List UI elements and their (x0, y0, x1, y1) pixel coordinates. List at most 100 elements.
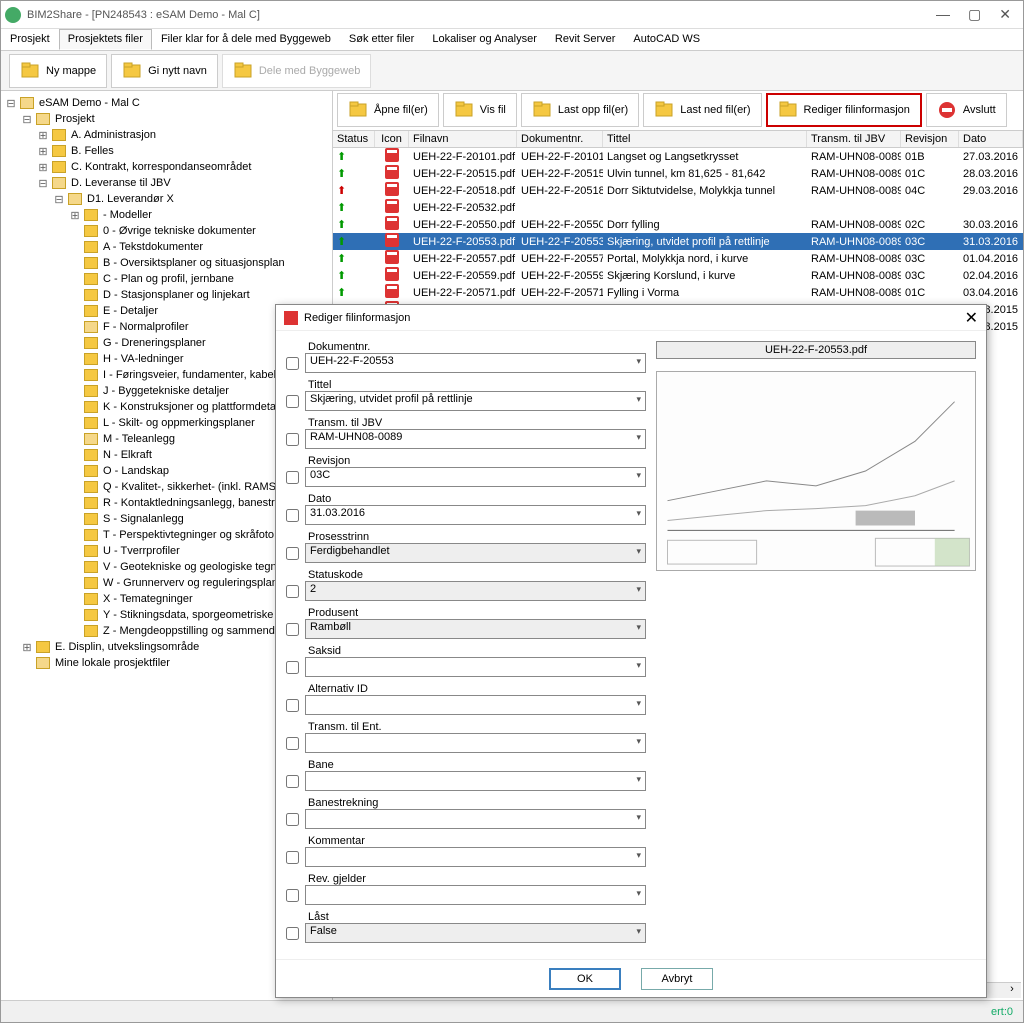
col-dato[interactable]: Dato (959, 131, 1023, 147)
field-checkbox[interactable] (286, 699, 299, 712)
field-checkbox[interactable] (286, 357, 299, 370)
expand-icon[interactable]: ⊞ (37, 161, 49, 174)
maximize-button[interactable]: ▢ (968, 6, 981, 23)
field-combobox[interactable]: RAM-UHN08-0089 (305, 429, 646, 449)
table-row[interactable]: ⬆UEH-22-F-20550.pdfUEH-22-F-20550Dorr fy… (333, 216, 1023, 233)
table-row[interactable]: ⬆UEH-22-F-20515.pdfUEH-22-F-20515Ulvin t… (333, 165, 1023, 182)
expand-icon[interactable]: ⊞ (69, 209, 81, 222)
tree-node[interactable]: ⊟D. Leveranse til JBV (5, 175, 328, 191)
upload-button[interactable]: Last opp fil(er) (521, 93, 639, 127)
col-dokumentnr[interactable]: Dokumentnr. (517, 131, 603, 147)
tree-node[interactable]: A - Tekstdokumenter (5, 239, 328, 255)
field-combobox[interactable]: 2 (305, 581, 646, 601)
col-status[interactable]: Status (333, 131, 375, 147)
col-filnavn[interactable]: Filnavn (409, 131, 517, 147)
cancel-button[interactable]: Avbryt (641, 968, 713, 990)
tree-node[interactable]: B - Oversiktsplaner og situasjonsplan (5, 255, 328, 271)
field-combobox[interactable]: Ferdigbehandlet (305, 543, 646, 563)
expand-icon[interactable]: ⊟ (37, 177, 49, 190)
tree-node[interactable]: ⊟eSAM Demo - Mal C (5, 95, 328, 111)
download-button[interactable]: Last ned fil(er) (643, 93, 761, 127)
tree-node[interactable]: 0 - Øvrige tekniske dokumenter (5, 223, 328, 239)
field-combobox[interactable]: UEH-22-F-20553 (305, 353, 646, 373)
field-checkbox[interactable] (286, 623, 299, 636)
tree-node[interactable]: ⊞A. Administrasjon (5, 127, 328, 143)
tree-node[interactable]: ⊞- Modeller (5, 207, 328, 223)
field-combobox[interactable]: False (305, 923, 646, 943)
field-checkbox[interactable] (286, 889, 299, 902)
menu-tab[interactable]: Prosjektets filer (59, 29, 152, 50)
field-combobox[interactable] (305, 847, 646, 867)
field-checkbox[interactable] (286, 471, 299, 484)
field-label: Låst (308, 911, 646, 923)
expand-icon[interactable]: ⊞ (37, 129, 49, 142)
form-field: LåstFalse (286, 911, 646, 943)
table-row[interactable]: ⬆UEH-22-F-20532.pdf (333, 199, 1023, 216)
table-row[interactable]: ⬆UEH-22-F-20518.pdfUEH-22-F-20518Dorr Si… (333, 182, 1023, 199)
tree-node[interactable]: ⊟D1. Leverandør X (5, 191, 328, 207)
new-folder-button[interactable]: Ny mappe (9, 54, 107, 88)
field-combobox[interactable]: Skjæring, utvidet profil på rettlinje (305, 391, 646, 411)
menu-tab[interactable]: AutoCAD WS (624, 29, 709, 50)
field-combobox[interactable] (305, 695, 646, 715)
statusbar: ert:0 (1, 1000, 1023, 1022)
field-checkbox[interactable] (286, 395, 299, 408)
folder-icon (84, 209, 98, 221)
open-files-button[interactable]: Åpne fil(er) (337, 93, 439, 127)
menu-tab[interactable]: Revit Server (546, 29, 625, 50)
expand-icon[interactable]: ⊟ (21, 113, 33, 126)
field-checkbox[interactable] (286, 813, 299, 826)
field-combobox[interactable]: Rambøll (305, 619, 646, 639)
col-revisjon[interactable]: Revisjon (901, 131, 959, 147)
scroll-right-arrow[interactable]: › (1005, 983, 1019, 999)
field-checkbox[interactable] (286, 509, 299, 522)
view-file-button[interactable]: Vis fil (443, 93, 517, 127)
expand-icon[interactable]: ⊞ (37, 145, 49, 158)
field-combobox[interactable] (305, 809, 646, 829)
field-checkbox[interactable] (286, 433, 299, 446)
window-title: BIM2Share - [PN248543 : eSAM Demo - Mal … (27, 9, 260, 21)
tree-node[interactable]: ⊞C. Kontrakt, korrespondanseområdet (5, 159, 328, 175)
field-checkbox[interactable] (286, 585, 299, 598)
field-combobox[interactable]: 03C (305, 467, 646, 487)
rename-button[interactable]: Gi nytt navn (111, 54, 218, 88)
expand-icon[interactable]: ⊞ (21, 641, 33, 654)
ok-button[interactable]: OK (549, 968, 621, 990)
field-checkbox[interactable] (286, 737, 299, 750)
menu-tab[interactable]: Søk etter filer (340, 29, 423, 50)
tree-node[interactable]: C - Plan og profil, jernbane (5, 271, 328, 287)
tree-node[interactable]: ⊞B. Felles (5, 143, 328, 159)
field-combobox[interactable] (305, 885, 646, 905)
tree-node[interactable]: ⊟Prosjekt (5, 111, 328, 127)
col-icon[interactable]: Icon (375, 131, 409, 147)
field-checkbox[interactable] (286, 661, 299, 674)
edit-info-button[interactable]: Rediger filinformasjon (766, 93, 922, 127)
field-combobox[interactable] (305, 771, 646, 791)
field-combobox[interactable]: 31.03.2016 (305, 505, 646, 525)
menu-tab[interactable]: Prosjekt (1, 29, 59, 50)
minimize-button[interactable]: — (936, 6, 950, 23)
menu-tab[interactable]: Lokaliser og Analyser (423, 29, 546, 50)
table-row[interactable]: ⬆UEH-22-F-20557.pdfUEH-22-F-20557Portal,… (333, 250, 1023, 267)
tree-node[interactable]: D - Stasjonsplaner og linjekart (5, 287, 328, 303)
table-row[interactable]: ⬆UEH-22-F-20553.pdfUEH-22-F-20553Skjærin… (333, 233, 1023, 250)
field-checkbox[interactable] (286, 927, 299, 940)
field-checkbox[interactable] (286, 851, 299, 864)
folder-icon (84, 465, 98, 477)
col-transm[interactable]: Transm. til JBV (807, 131, 901, 147)
close-button[interactable]: ✕ (999, 6, 1011, 23)
field-checkbox[interactable] (286, 775, 299, 788)
expand-icon[interactable]: ⊟ (53, 193, 65, 206)
expand-icon[interactable]: ⊟ (5, 97, 17, 110)
menu-tab[interactable]: Filer klar for å dele med Byggeweb (152, 29, 340, 50)
col-tittel[interactable]: Tittel (603, 131, 807, 147)
field-checkbox[interactable] (286, 547, 299, 560)
table-row[interactable]: ⬆UEH-22-F-20559.pdfUEH-22-F-20559Skjærin… (333, 267, 1023, 284)
quit-button[interactable]: Avslutt (926, 93, 1007, 127)
dialog-close-button[interactable]: ✕ (965, 308, 978, 328)
table-row[interactable]: ⬆UEH-22-F-20571.pdfUEH-22-F-20571Fylling… (333, 284, 1023, 301)
field-combobox[interactable] (305, 733, 646, 753)
field-combobox[interactable] (305, 657, 646, 677)
app-icon (5, 7, 21, 23)
table-row[interactable]: ⬆UEH-22-F-20101.pdfUEH-22-F-20101Langset… (333, 148, 1023, 165)
